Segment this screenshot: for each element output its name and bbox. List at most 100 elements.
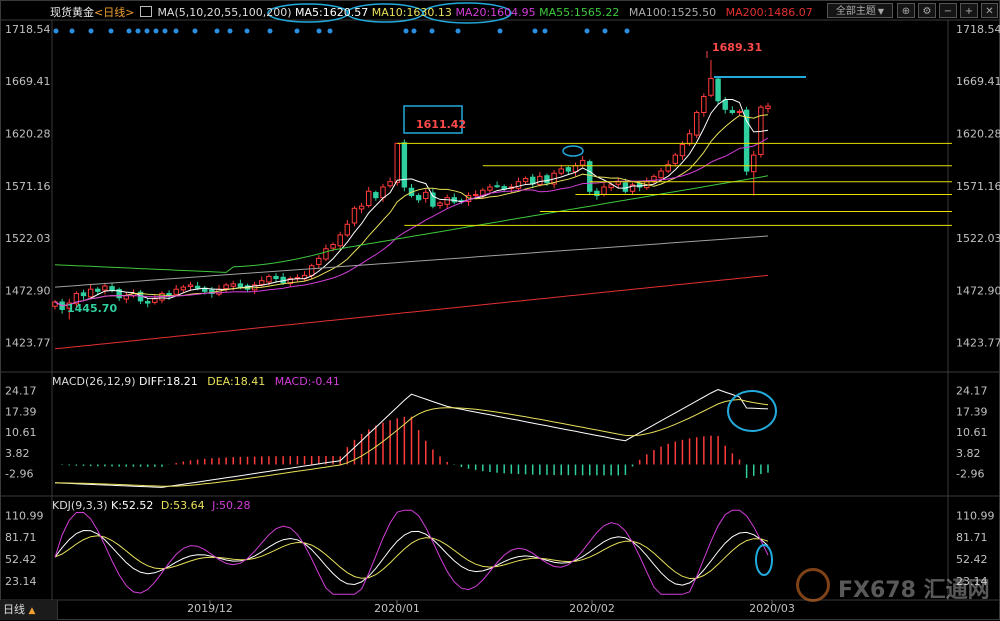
date-xtick: 2019/12 (187, 602, 233, 615)
event-dot (542, 28, 548, 34)
candle-body (394, 142, 400, 183)
event-dot (316, 28, 322, 34)
ma200-value: MA200:1486.07 (725, 6, 813, 19)
candle-body (608, 184, 614, 189)
candle-body (629, 184, 636, 192)
candle-body (337, 234, 343, 247)
chart-icon[interactable] (139, 6, 152, 17)
candle-body (230, 283, 236, 287)
price-ytick-left: 1423.77 (5, 337, 51, 350)
event-dot (327, 28, 333, 34)
candle-body (672, 154, 679, 164)
candle-body (715, 78, 721, 102)
macd-ytick-right: 17.39 (956, 405, 988, 418)
candle-body (173, 288, 179, 295)
candle-body (601, 186, 607, 195)
macd-ytick-left: 3.82 (5, 447, 30, 460)
minus-icon[interactable]: − (939, 3, 957, 18)
candle-body (344, 223, 351, 236)
theme-button-label: 全部主题 (835, 6, 876, 17)
candle-body (636, 183, 643, 188)
macd-label: MACD(26,12,9) (52, 375, 136, 388)
high-price-label: 1689.31 (712, 41, 762, 54)
candle-body (658, 170, 664, 179)
candle-body (102, 285, 108, 291)
candle-body (401, 142, 408, 188)
kdj-ytick-left: 81.71 (5, 531, 37, 544)
price-ytick-right: 1669.41 (956, 75, 1000, 88)
candle-body (565, 167, 572, 172)
price-ytick-right: 1571.16 (956, 180, 1000, 193)
price-ytick-right: 1620.28 (956, 127, 1000, 140)
period-label[interactable]: <日线> (94, 6, 135, 19)
event-dot (126, 28, 132, 34)
candle-body (751, 154, 757, 173)
ma100-value: MA100:1525.50 (628, 6, 717, 19)
settings-icon[interactable]: ⚙ (918, 3, 936, 18)
macd-ytick-right: -2.96 (956, 468, 984, 481)
macd-ytick-left: 10.61 (5, 426, 37, 439)
candle-body (387, 181, 393, 187)
annotation-box (403, 105, 463, 134)
period-tab[interactable]: 日线 ▲ (0, 600, 58, 620)
event-dot (173, 28, 179, 34)
candle-body (708, 77, 714, 96)
main-header: 现货黄金<日线> MA(5,10,20,55,100,200) MA5:1620… (50, 4, 813, 20)
macd-diff-line (54, 389, 769, 488)
price-ytick-left: 1522.03 (5, 232, 51, 245)
event-dot (584, 28, 590, 34)
candle-body (415, 195, 422, 201)
date-xtick: 2020/02 (569, 602, 615, 615)
candle-body (266, 275, 272, 283)
candle-body (736, 110, 743, 113)
candle-body (472, 193, 479, 196)
instrument-title[interactable]: 现货黄金 (50, 6, 94, 19)
kdj-ytick-left: 23.14 (5, 575, 37, 588)
theme-select-button[interactable]: 全部主题 ▼ (827, 3, 893, 18)
macd-ytick-left: 17.39 (5, 405, 37, 418)
candle-body (66, 302, 72, 309)
ma55-line (54, 175, 769, 273)
candle-body (330, 244, 336, 249)
macd-value: MACD:-0.41 (274, 375, 340, 388)
event-dot (624, 28, 630, 34)
candle-body (73, 292, 80, 305)
candle-body (80, 292, 87, 297)
plus-icon[interactable]: + (960, 3, 978, 18)
event-dot (53, 28, 59, 34)
low-price-label: 1445.70 (67, 302, 117, 315)
event-dot (227, 28, 233, 34)
candle-body (544, 175, 550, 184)
event-dot (429, 28, 435, 34)
candle-body (537, 175, 543, 185)
candle-body (487, 186, 493, 191)
candle-body (287, 278, 294, 284)
candle-body (109, 286, 115, 291)
kdj-j-line (54, 509, 769, 595)
ma20-line (54, 137, 769, 307)
macd-annotation-ellipse (727, 390, 777, 432)
ma5-line (54, 99, 769, 307)
candle-body (594, 190, 600, 197)
candle-body (152, 298, 158, 303)
event-dot (532, 28, 538, 34)
close-icon[interactable]: ✕ (981, 3, 998, 18)
kdj-ytick-right: 23.14 (956, 575, 988, 588)
event-dot (403, 28, 409, 34)
event-dot (135, 28, 141, 34)
candle-body (87, 288, 94, 298)
candle-body (144, 301, 151, 304)
candle-body (194, 285, 201, 289)
price-ytick-left: 1571.16 (5, 180, 51, 193)
event-dot (294, 28, 300, 34)
price-ytick-left: 1718.54 (5, 23, 51, 36)
ma100-line (54, 235, 769, 288)
ma20-value: MA20:1604.95 (455, 6, 536, 19)
pin-icon[interactable]: ⊕ (897, 3, 915, 18)
price-ytick-right: 1522.03 (956, 232, 1000, 245)
ma5-value: MA5:1620.57 (295, 6, 369, 19)
kdj-ytick-right: 52.42 (956, 553, 988, 566)
price-ytick-right: 1423.77 (956, 337, 1000, 350)
